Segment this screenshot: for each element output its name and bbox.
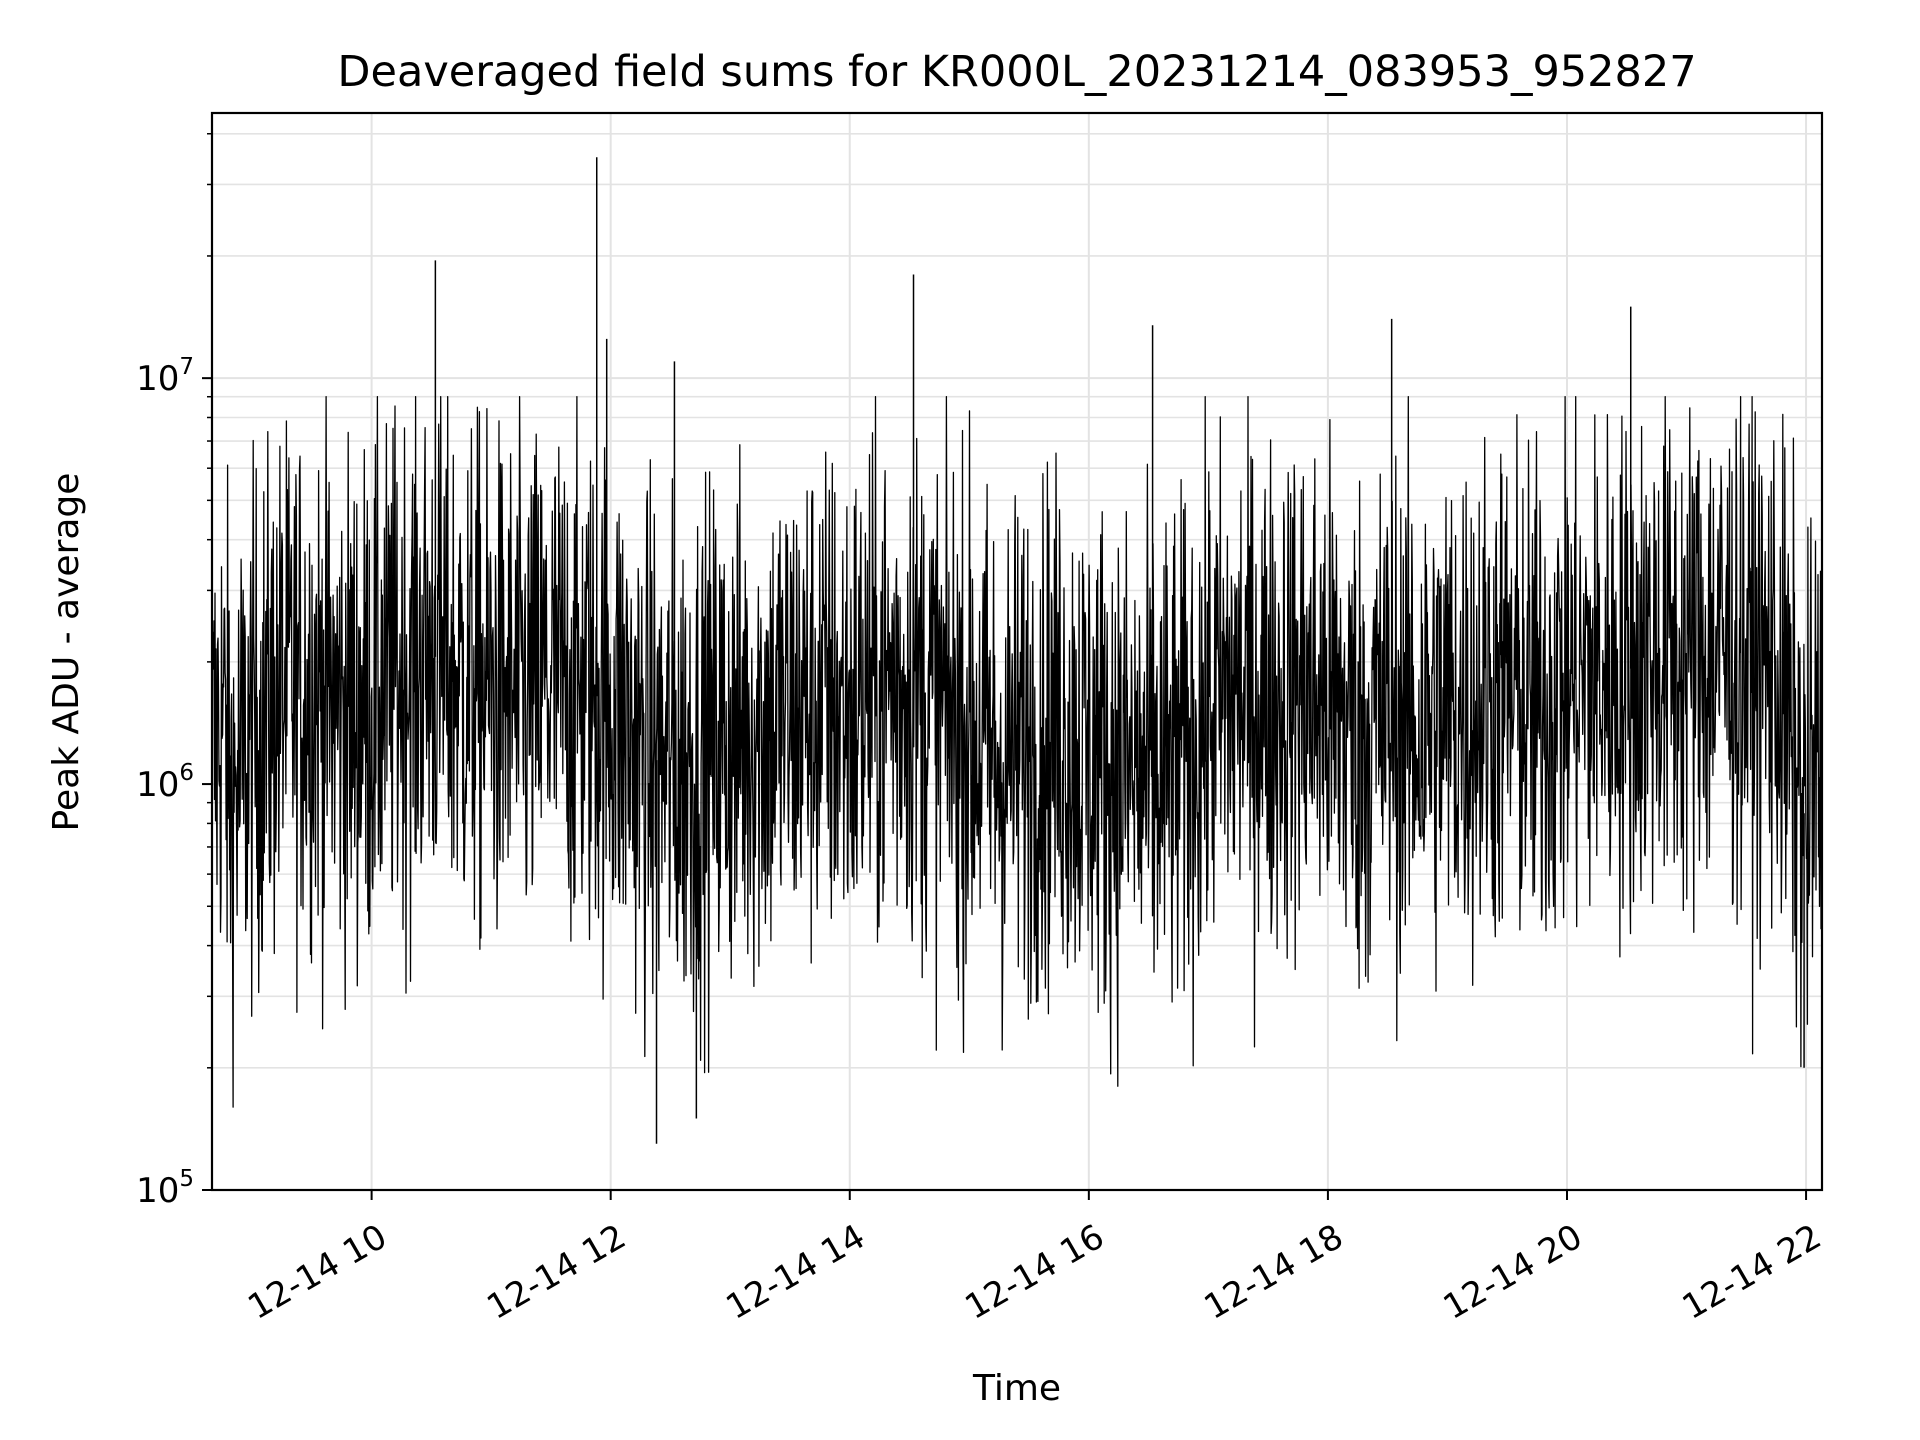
y-tick-label-exponent: 7 xyxy=(179,354,194,380)
y-tick-label-exponent: 5 xyxy=(179,1166,194,1192)
y-tick-label-base: 10 xyxy=(136,1171,179,1211)
y-tick-label-base: 10 xyxy=(136,359,179,399)
x-axis-label: Time xyxy=(972,1368,1061,1409)
y-tick-label: 106 xyxy=(136,760,194,805)
axes-frame xyxy=(210,111,1824,1192)
y-axis-label: Peak ADU - average xyxy=(46,473,87,832)
plot-area xyxy=(212,157,1822,1144)
series-line xyxy=(212,396,1822,1108)
chart-title: Deaveraged field sums for KR000L_2023121… xyxy=(337,47,1696,97)
y-tick-label: 107 xyxy=(136,354,194,399)
y-tick-label-base: 10 xyxy=(136,765,179,805)
y-tick-label: 105 xyxy=(136,1166,194,1211)
y-tick-label-exponent: 6 xyxy=(179,760,194,786)
